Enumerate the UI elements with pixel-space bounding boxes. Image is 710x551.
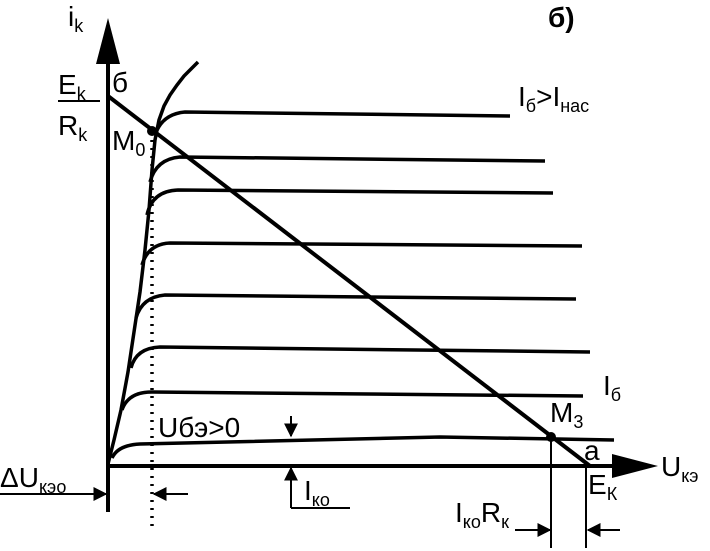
characteristic-curve-cutoff <box>110 435 615 459</box>
fraction-numerator: Ek <box>58 69 87 104</box>
cutoff-label: Uбэ>0 <box>158 412 240 443</box>
m3-label: M3 <box>550 397 583 432</box>
characteristic-curve <box>140 241 583 266</box>
output-characteristics <box>110 110 615 459</box>
ikork-label: IкоRк <box>455 497 509 532</box>
y-axis-label: ik <box>68 1 84 36</box>
ek-label: EК <box>588 469 618 504</box>
characteristic-curve-top <box>153 110 511 136</box>
base-current-label: Iб <box>603 370 621 405</box>
load-line <box>106 94 592 468</box>
saturation-boundary-curve <box>106 60 200 465</box>
point-b-label: б <box>112 67 128 98</box>
figure-label: б) <box>548 2 575 33</box>
characteristic-curve <box>145 188 554 216</box>
point-a-label: a <box>584 435 600 466</box>
x-axis-label: Uкэ <box>661 451 699 486</box>
characteristic-curve <box>134 293 577 319</box>
m0-label: M0 <box>112 125 145 160</box>
y-axis-arrowhead <box>96 18 120 64</box>
characteristic-curve <box>129 345 591 369</box>
x-axis-arrowhead <box>612 454 658 478</box>
point-m0 <box>147 126 157 136</box>
characteristic-curve <box>148 155 546 183</box>
saturation-curve-label: Iб>Iнас <box>518 81 589 116</box>
characteristic-curve <box>120 390 584 411</box>
delta-u-label: ΔUкэо <box>0 462 66 497</box>
fraction-denominator: Rk <box>58 110 88 145</box>
iko-label: Iко <box>304 475 330 510</box>
